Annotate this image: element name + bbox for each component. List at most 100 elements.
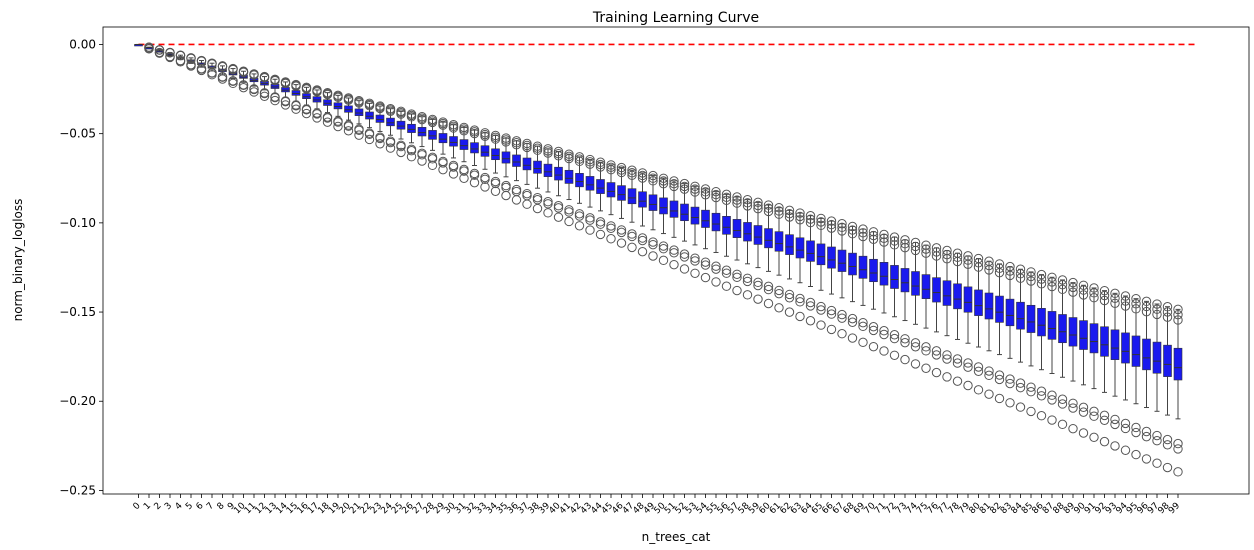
outlier-point (984, 260, 994, 271)
outlier-point (291, 101, 301, 111)
box-group (532, 141, 543, 214)
outlier-point (837, 219, 847, 229)
outlier-point (291, 104, 301, 114)
outlier-point (406, 112, 417, 122)
box (648, 194, 658, 211)
outlier-point (690, 256, 700, 266)
box-group (679, 178, 690, 274)
outlier-point (658, 173, 669, 183)
outlier-point (627, 242, 637, 253)
outlier-point (1131, 299, 1141, 309)
outlier-point (763, 206, 774, 217)
outlier-point (532, 145, 543, 155)
box-group (1089, 283, 1099, 443)
box-group (270, 74, 280, 106)
box-group (942, 245, 952, 382)
x-tick-label: 5 (184, 501, 195, 512)
box-group (763, 200, 774, 309)
outlier-point (1036, 279, 1047, 289)
outlier-point (879, 233, 889, 243)
outlier-point (732, 192, 742, 202)
outlier-point (721, 189, 732, 200)
outlier-point (847, 333, 858, 343)
box-group (417, 112, 427, 166)
box (312, 96, 322, 103)
outlier-point (1005, 266, 1015, 276)
outlier-point (627, 231, 637, 242)
outlier-point (931, 367, 942, 378)
box-group (952, 248, 963, 386)
box-group (1036, 269, 1047, 421)
outlier-point (847, 225, 858, 235)
box-group (1152, 299, 1162, 468)
box-group (847, 221, 858, 343)
x-tick-label: 2 (152, 501, 163, 512)
outlier-point (1078, 428, 1089, 438)
outlier-point (564, 151, 574, 162)
outlier-point (669, 248, 679, 258)
outlier-point (868, 321, 879, 332)
outlier-point (858, 231, 868, 242)
outlier-point (175, 57, 186, 67)
outlier-point (690, 268, 700, 278)
box (879, 262, 889, 286)
box (1173, 347, 1183, 381)
outlier-point (553, 212, 564, 222)
outlier-point (1057, 284, 1068, 295)
box-group (354, 95, 364, 140)
outlier-point (1015, 264, 1026, 274)
outlier-point (1005, 270, 1015, 281)
outlier-point (942, 350, 952, 360)
box-group (658, 173, 669, 266)
box-group (291, 79, 301, 114)
outlier-point (952, 358, 963, 368)
outlier-point (763, 298, 774, 309)
outlier-point (805, 297, 816, 308)
box (470, 142, 479, 154)
outlier-point (1099, 410, 1110, 421)
box-group (165, 47, 175, 63)
outlier-point (1120, 291, 1131, 301)
box-group (1110, 288, 1120, 451)
box-group (196, 55, 207, 76)
outlier-point (228, 64, 238, 75)
outlier-point (1005, 378, 1015, 389)
box (585, 176, 595, 191)
y-tick-label: −0.25 (59, 483, 96, 497)
outlier-point (606, 234, 616, 244)
outlier-point (312, 113, 322, 123)
outlier-point (868, 325, 879, 336)
outlier-point (753, 280, 763, 291)
outlier-point (427, 160, 438, 171)
box-group (312, 85, 322, 123)
outlier-point (973, 366, 984, 376)
outlier-point (742, 201, 753, 211)
box-group (711, 186, 721, 287)
outlier-point (1057, 279, 1068, 290)
box (606, 182, 616, 198)
outlier-point (669, 245, 679, 255)
outlier-point (973, 385, 984, 395)
outlier-point (679, 184, 690, 194)
outlier-point (375, 103, 385, 114)
box-group (1120, 291, 1131, 455)
outlier-point (742, 290, 753, 300)
outlier-point (826, 309, 837, 319)
outlier-point (280, 96, 291, 107)
box (386, 117, 395, 127)
outlier-point (816, 220, 826, 231)
outlier-point (816, 301, 826, 312)
box (848, 252, 857, 276)
outlier-point (837, 309, 847, 320)
outlier-point (1068, 403, 1078, 413)
box (711, 212, 721, 232)
outlier-point (784, 208, 795, 219)
outlier-point (952, 376, 963, 386)
outlier-point (742, 276, 753, 287)
outlier-point (732, 195, 742, 205)
box (491, 148, 500, 161)
box-group (385, 103, 396, 153)
plot-area (102, 26, 1250, 495)
outlier-point (858, 228, 868, 238)
